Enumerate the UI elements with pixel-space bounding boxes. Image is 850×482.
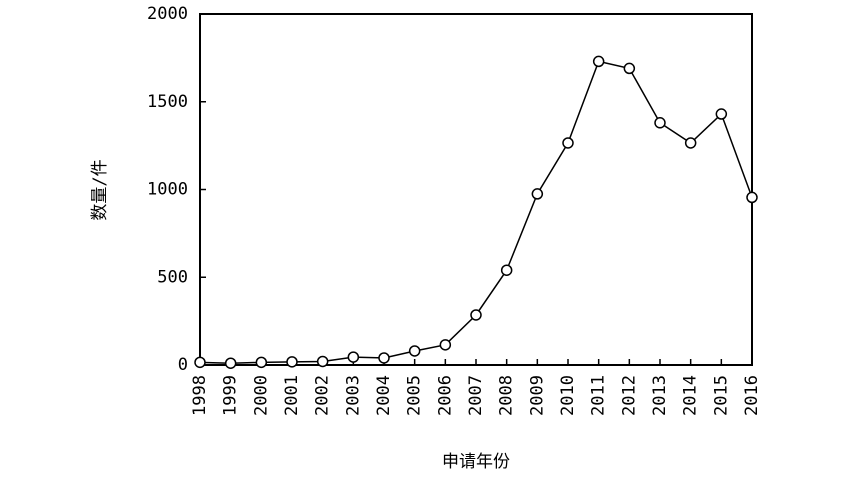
marker [316,355,329,368]
marker [592,55,605,68]
marker [531,188,544,200]
x-tick-label: 2001 [282,375,302,416]
y-tick-label: 0 [178,355,188,375]
marker [654,117,666,129]
x-tick-label: 2011 [589,375,609,416]
x-tick-label: 2008 [497,375,517,416]
y-axis-label: 数量/件 [90,159,110,220]
x-axis-label: 申请年份 [442,452,510,472]
marker [562,137,574,149]
x-tick-label: 2010 [558,375,578,416]
x-tick-label: 2012 [619,375,639,416]
y-tick-label: 500 [157,267,188,287]
marker [378,352,390,364]
x-tick-label: 1999 [221,375,241,416]
x-tick-label: 2002 [313,375,333,416]
x-tick-label: 2000 [251,375,271,416]
x-tick-label: 2005 [405,375,425,416]
marker [255,356,268,369]
x-tick-label: 2013 [650,375,670,416]
y-tick-label: 2000 [147,4,188,24]
marker [194,356,206,369]
marker [500,264,513,276]
x-tick-label: 2004 [374,375,394,416]
x-tick-label: 2006 [435,375,455,416]
x-tick-label: 2003 [343,375,363,416]
marker [347,351,360,363]
marker [286,356,298,368]
x-tick-label: 1998 [190,375,210,416]
marker [623,62,636,75]
y-tick-label: 1500 [147,92,188,112]
y-tick-label: 1000 [147,180,188,200]
marker [470,309,482,321]
marker [715,108,728,120]
x-tick-label: 2009 [527,375,547,416]
marker [746,191,758,204]
x-tick-label: 2016 [742,375,762,416]
marker [439,339,452,351]
x-tick-label: 2007 [466,375,486,416]
x-tick-label: 2015 [711,375,731,416]
marker [224,357,237,369]
marker [684,137,697,149]
x-tick-label: 2014 [681,375,701,416]
marker [408,345,421,357]
